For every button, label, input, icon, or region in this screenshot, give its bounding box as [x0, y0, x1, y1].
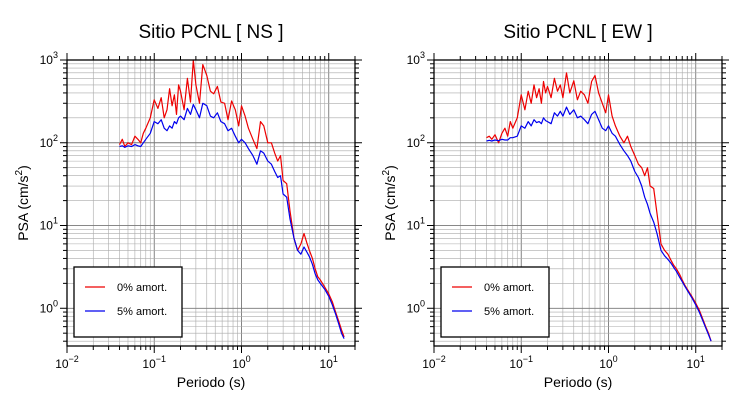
x-axis-label: Periodo (s) [544, 374, 612, 390]
y-tick-label: 102 [407, 133, 425, 150]
x-tick-label: 101 [320, 354, 338, 371]
legend-label-0: 0% amort. [484, 282, 534, 294]
chart-title: Sitio PCNL [ EW ] [503, 22, 652, 43]
y-axis-label: PSA (cm/s2) [381, 165, 398, 241]
y-tick-label: 101 [407, 216, 425, 233]
y-tick-label: 100 [40, 298, 58, 315]
x-tick-label: 10−1 [142, 354, 166, 371]
y-tick-label: 102 [40, 133, 58, 150]
chart-panel-ns: Sitio PCNL [ NS ] 10−2 10−1 100 101 100 101 10… [14, 22, 362, 390]
legend-label-1: 5% amort. [484, 306, 534, 318]
legend-label-1: 5% amort. [117, 306, 167, 318]
y-tick-label: 103 [407, 50, 425, 67]
y-axis-label: PSA (cm/s2) [14, 165, 31, 241]
legend-label-0: 0% amort. [117, 282, 167, 294]
legend: 0% amort. 5% amort. [74, 267, 182, 337]
x-axis-label: Periodo (s) [177, 374, 245, 390]
chart-panel-ew: Sitio PCNL [ EW ] 10−2 10−1 100 101 100 101 10… [381, 22, 729, 390]
x-tick-label: 100 [232, 354, 250, 371]
x-tick-label: 101 [687, 354, 705, 371]
chart-title: Sitio PCNL [ NS ] [138, 22, 283, 43]
legend: 0% amort. 5% amort. [441, 267, 549, 337]
legend-box [441, 267, 549, 337]
x-tick-label: 10−2 [422, 354, 446, 371]
y-tick-label: 101 [40, 216, 58, 233]
y-tick-label: 103 [40, 50, 58, 67]
x-tick-label: 10−1 [509, 354, 533, 371]
x-tick-label: 100 [599, 354, 617, 371]
x-tick-label: 10−2 [55, 354, 79, 371]
legend-box [74, 267, 182, 337]
y-tick-label: 100 [407, 298, 425, 315]
